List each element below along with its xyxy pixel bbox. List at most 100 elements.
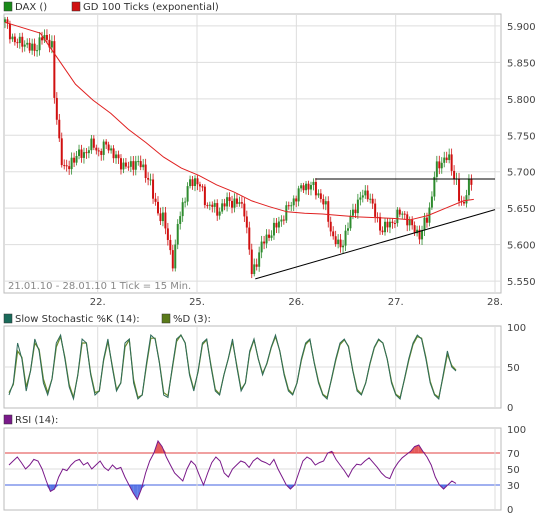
- rsi-oversold-fill: [133, 485, 138, 500]
- price-y-tick-label: 5.900: [507, 22, 536, 33]
- candle-body: [297, 188, 300, 202]
- candle-body: [433, 176, 436, 197]
- rsi-y-tick-label: 0: [507, 505, 513, 516]
- candle-body: [92, 138, 95, 148]
- candle-body: [184, 201, 187, 203]
- candle-body: [87, 150, 90, 154]
- candle-body: [223, 203, 226, 207]
- price-x-tick-label: 25.: [189, 297, 205, 308]
- candle-body: [425, 217, 428, 223]
- candle-body: [115, 154, 118, 159]
- candle-body: [23, 44, 26, 47]
- candle-body: [324, 201, 327, 205]
- candles: [4, 16, 473, 279]
- candle-body: [179, 216, 182, 224]
- price-footnote: 21.01.10 - 28.01.10 1 Tick = 15 Min.: [8, 281, 191, 292]
- candle-body: [250, 249, 253, 275]
- candle-body: [443, 157, 446, 163]
- candle-body: [445, 157, 448, 161]
- candle-body: [117, 154, 120, 159]
- candle-body: [228, 197, 231, 201]
- candle-body: [194, 178, 197, 187]
- candle-body: [213, 203, 216, 207]
- candle-body: [339, 239, 342, 248]
- candle-body: [129, 161, 132, 167]
- candle-body: [258, 252, 261, 267]
- rsi-overbought-fill: [162, 446, 167, 453]
- candle-body: [275, 222, 278, 228]
- price-y-tick-label: 5.700: [507, 168, 536, 179]
- candle-body: [176, 223, 179, 245]
- candle-body: [31, 43, 34, 51]
- candle-body: [374, 203, 377, 217]
- candle-body: [156, 201, 159, 214]
- candle-body: [161, 212, 164, 222]
- moving-average-line: [4, 21, 474, 221]
- price-y-tick-label: 5.550: [507, 277, 536, 288]
- ma-legend-label: GD 100 Ticks (exponential): [83, 2, 219, 13]
- candle-body: [381, 230, 384, 233]
- candle-body: [448, 154, 451, 161]
- candle-body: [337, 239, 340, 245]
- candle-body: [349, 215, 352, 229]
- candle-body: [465, 195, 468, 204]
- candle-body: [45, 34, 48, 40]
- candle-body: [119, 158, 122, 170]
- price-y-tick-label: 5.850: [507, 58, 536, 69]
- price-y-tick-label: 5.800: [507, 95, 536, 106]
- candle-body: [70, 157, 73, 170]
- candle-body: [356, 199, 359, 214]
- candle-body: [33, 43, 36, 51]
- candle-body: [41, 37, 44, 41]
- candle-body: [159, 213, 162, 222]
- candle-body: [384, 221, 387, 233]
- candle-body: [255, 264, 258, 267]
- candle-body: [423, 217, 426, 231]
- candle-body: [78, 149, 81, 156]
- candle-body: [462, 201, 465, 204]
- candle-body: [233, 198, 236, 208]
- candle-body: [154, 198, 157, 202]
- price-y-axis: 5.550 5.600 5.650 5.700 5.750 5.800 5.850 5.900: [507, 22, 536, 288]
- candle-body: [211, 204, 214, 207]
- stoch-legend: Slow Stochastic %K (14): %D (3):: [3, 313, 211, 325]
- candle-body: [73, 157, 76, 163]
- dax-legend-swatch: [3, 1, 13, 12]
- rsi-oversold-fill: [50, 485, 55, 492]
- candle-body: [435, 161, 438, 177]
- candle-body: [181, 202, 184, 217]
- stoch-d-legend-label: %D (3):: [173, 314, 211, 325]
- candle-body: [102, 141, 105, 155]
- candle-body: [270, 235, 273, 238]
- candle-body: [95, 147, 98, 151]
- candle-body: [418, 229, 421, 240]
- rsi-legend-label: RSI (14):: [15, 415, 58, 426]
- candle-body: [63, 165, 66, 167]
- stoch-grid: [5, 327, 500, 407]
- candle-body: [50, 41, 53, 48]
- stoch-k-legend-swatch: [3, 313, 13, 324]
- candle-body: [55, 97, 58, 120]
- candle-body: [85, 152, 88, 154]
- rsi-legend: RSI (14):: [3, 414, 58, 426]
- candle-body: [191, 179, 194, 187]
- candle-body: [107, 144, 110, 151]
- candle-body: [149, 179, 152, 181]
- candle-body: [142, 164, 145, 168]
- candle-body: [277, 221, 280, 228]
- candle-body: [90, 138, 93, 151]
- rsi-overbought-fill: [158, 441, 163, 453]
- candle-body: [369, 198, 372, 200]
- candle-body: [344, 230, 347, 246]
- candle-body: [347, 228, 349, 231]
- candle-body: [100, 151, 103, 155]
- candle-body: [198, 184, 201, 187]
- candle-body: [364, 190, 367, 196]
- price-x-axis: 22. 25. 26. 27. 28.: [90, 297, 503, 308]
- candle-body: [302, 185, 305, 191]
- candle-body: [248, 227, 251, 250]
- stoch-y-tick-label: 0: [507, 403, 513, 414]
- candle-body: [253, 264, 256, 275]
- trend-lines: [255, 178, 496, 280]
- rsi-plot-frame: [3, 427, 502, 511]
